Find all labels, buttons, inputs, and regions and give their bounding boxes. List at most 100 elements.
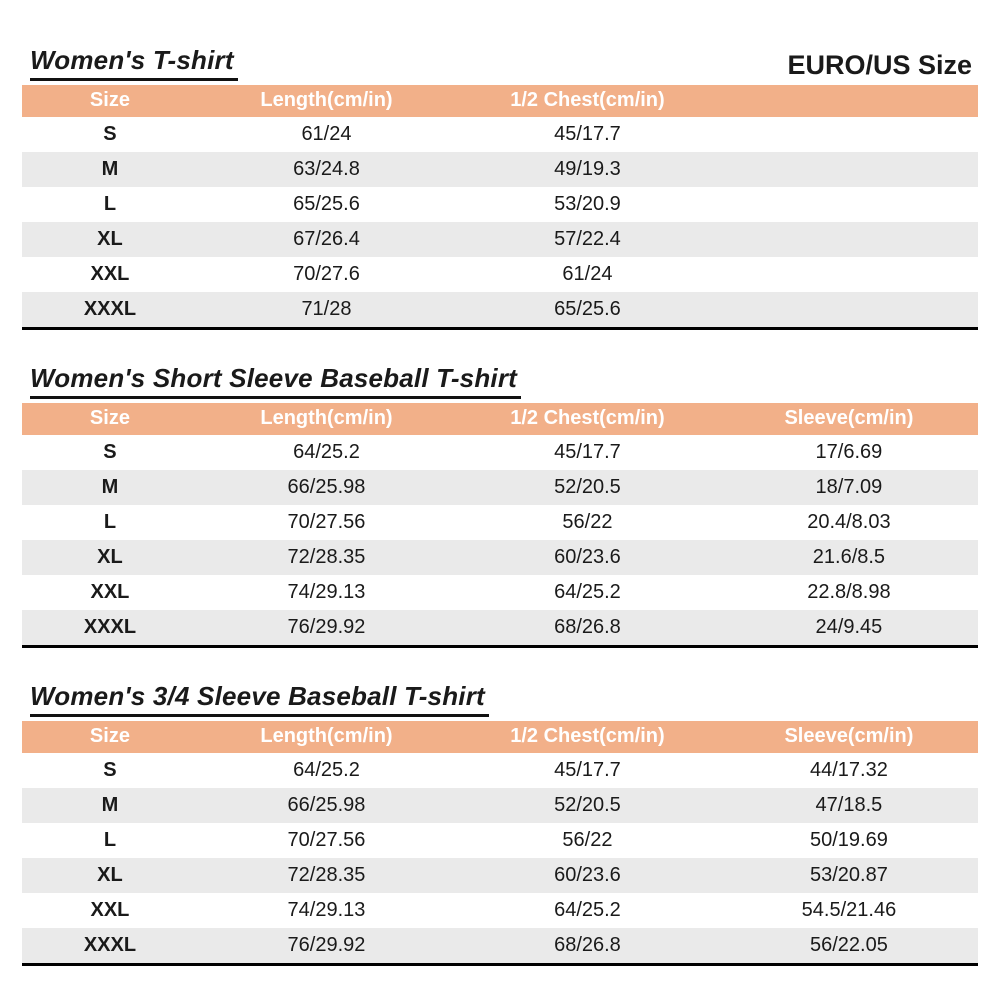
- value-cell: 70/27.6: [293, 262, 360, 285]
- table-row: XXL 70/27.6 61/24: [22, 257, 978, 292]
- column-header: Length(cm/in): [197, 84, 456, 117]
- column-header: [719, 84, 978, 117]
- table-row: XXL 74/29.13 64/25.2 22.8/8.98: [22, 575, 978, 610]
- value-cell: 60/23.6: [554, 863, 621, 886]
- value-cell: [720, 292, 978, 329]
- column-header: Sleeve(cm/in): [719, 402, 978, 435]
- column-header: Size: [22, 84, 198, 117]
- size-table-three-quarter-sleeve-baseball: Size Length(cm/in) 1/2 Chest(cm/in) Sleeve(…: [22, 720, 978, 966]
- value-cell: 74/29.13: [287, 580, 366, 603]
- value-cell: 68/26.8: [554, 933, 621, 956]
- value-cell: 64/25.2: [293, 758, 360, 781]
- title-row: Women's T-shirt EURO/US Size: [22, 0, 978, 81]
- table-row: XXL 74/29.13 64/25.2 54.5/21.46: [22, 893, 978, 928]
- column-header: 1/2 Chest(cm/in): [455, 720, 720, 753]
- value-cell: 57/22.4: [554, 227, 621, 250]
- value-cell: 74/29.13: [287, 898, 366, 921]
- title-row: Women's Short Sleeve Baseball T-shirt: [22, 330, 978, 399]
- size-cell: M: [101, 793, 119, 816]
- table-row: L 65/25.6 53/20.9: [22, 187, 978, 222]
- value-cell: [720, 257, 978, 292]
- value-cell: [720, 187, 978, 222]
- table-row: XXXL 76/29.92 68/26.8 24/9.45: [22, 609, 978, 647]
- table-title-womens-tshirt: Women's T-shirt: [30, 45, 238, 81]
- table-row: S 64/25.2 45/17.7 17/6.69: [22, 435, 978, 470]
- value-cell: 64/25.2: [293, 440, 360, 463]
- value-cell: 65/25.6: [293, 192, 360, 215]
- value-cell: 70/27.56: [287, 828, 366, 851]
- value-cell: 64/25.2: [554, 898, 621, 921]
- value-cell: 53/20.9: [554, 192, 621, 215]
- size-cell: M: [101, 157, 119, 180]
- value-cell: 64/25.2: [554, 580, 621, 603]
- size-cell: XXXL: [83, 297, 137, 320]
- value-cell: 67/26.4: [293, 227, 360, 250]
- section-short-sleeve-baseball: Women's Short Sleeve Baseball T-shirt Si…: [22, 330, 978, 648]
- value-cell: 18/7.09: [815, 475, 883, 498]
- table-row: S 64/25.2 45/17.7 44/17.32: [22, 753, 978, 788]
- size-table-short-sleeve-baseball: Size Length(cm/in) 1/2 Chest(cm/in) Sleeve(…: [22, 402, 978, 648]
- value-cell: 60/23.6: [554, 545, 621, 568]
- value-cell: [720, 152, 978, 187]
- column-header: Size: [22, 720, 198, 753]
- value-cell: 52/20.5: [554, 793, 621, 816]
- value-cell: 66/25.98: [287, 793, 366, 816]
- size-cell: S: [103, 440, 117, 463]
- section-three-quarter-sleeve-baseball: Women's 3/4 Sleeve Baseball T-shirt Size…: [22, 648, 978, 966]
- value-cell: 17/6.69: [815, 440, 883, 463]
- column-header: 1/2 Chest(cm/in): [455, 84, 720, 117]
- value-cell: 22.8/8.98: [807, 580, 891, 603]
- value-cell: 53/20.87: [809, 863, 888, 886]
- column-header: Sleeve(cm/in): [719, 720, 978, 753]
- value-cell: 44/17.32: [809, 758, 888, 781]
- value-cell: 56/22.05: [809, 933, 888, 956]
- value-cell: 52/20.5: [554, 475, 621, 498]
- value-cell: 50/19.69: [809, 828, 888, 851]
- table-row: L 70/27.56 56/22 50/19.69: [22, 823, 978, 858]
- value-cell: 24/9.45: [815, 615, 883, 638]
- size-chart-page: Women's T-shirt EURO/US Size Size Length(…: [22, 0, 978, 966]
- table-title-short-sleeve-baseball: Women's Short Sleeve Baseball T-shirt: [30, 363, 522, 399]
- size-cell: S: [103, 122, 117, 145]
- column-header: Length(cm/in): [197, 720, 456, 753]
- title-row: Women's 3/4 Sleeve Baseball T-shirt: [22, 648, 978, 717]
- table-row: XL 72/28.35 60/23.6 53/20.87: [22, 857, 978, 893]
- size-cell: M: [101, 475, 119, 498]
- size-cell: L: [103, 828, 117, 851]
- table-title-three-quarter-sleeve-baseball: Women's 3/4 Sleeve Baseball T-shirt: [30, 681, 489, 717]
- value-cell: 65/25.6: [554, 297, 621, 320]
- header-row: Size Length(cm/in) 1/2 Chest(cm/in) Sleeve(…: [22, 720, 978, 753]
- column-header: Size: [22, 402, 198, 435]
- value-cell: 72/28.35: [287, 863, 366, 886]
- value-cell: 56/22: [562, 828, 613, 851]
- size-cell: XL: [97, 545, 123, 568]
- size-cell: XXL: [90, 262, 130, 285]
- value-cell: 54.5/21.46: [801, 898, 897, 921]
- size-cell: XXL: [90, 580, 130, 603]
- value-cell: 45/17.7: [554, 440, 621, 463]
- value-cell: 76/29.92: [287, 615, 366, 638]
- value-cell: 76/29.92: [287, 933, 366, 956]
- size-cell: L: [103, 510, 117, 533]
- value-cell: 66/25.98: [287, 475, 366, 498]
- value-cell: 72/28.35: [287, 545, 366, 568]
- value-cell: 45/17.7: [554, 122, 621, 145]
- table-row: M 66/25.98 52/20.5 18/7.09: [22, 469, 978, 505]
- value-cell: 71/28: [301, 297, 352, 320]
- value-cell: 56/22: [562, 510, 613, 533]
- value-cell: 70/27.56: [287, 510, 366, 533]
- size-cell: S: [103, 758, 117, 781]
- value-cell: 21.6/8.5: [812, 545, 886, 568]
- value-cell: [720, 117, 978, 152]
- euro-us-size-label: EURO/US Size: [787, 49, 972, 80]
- table-row: XL 72/28.35 60/23.6 21.6/8.5: [22, 539, 978, 575]
- size-cell: XXL: [90, 898, 130, 921]
- table-row: XXXL 71/28 65/25.6: [22, 291, 978, 329]
- section-womens-tshirt: Women's T-shirt EURO/US Size Size Length(…: [22, 0, 978, 330]
- table-row: S 61/24 45/17.7: [22, 117, 978, 152]
- table-row: XXXL 76/29.92 68/26.8 56/22.05: [22, 927, 978, 965]
- value-cell: 47/18.5: [815, 793, 883, 816]
- value-cell: 45/17.7: [554, 758, 621, 781]
- table-row: L 70/27.56 56/22 20.4/8.03: [22, 505, 978, 540]
- table-row: XL 67/26.4 57/22.4: [22, 221, 978, 257]
